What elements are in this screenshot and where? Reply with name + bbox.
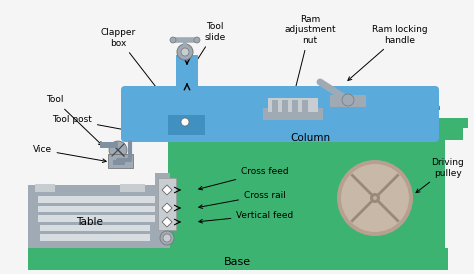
Bar [272, 100, 278, 112]
Text: Cross feed: Cross feed [199, 167, 289, 190]
Circle shape [194, 37, 200, 43]
Bar [28, 185, 170, 248]
Bar [125, 130, 175, 138]
Bar [168, 120, 445, 248]
Bar [158, 178, 176, 230]
Text: Vertical feed: Vertical feed [199, 210, 293, 223]
Text: Tool
slide: Tool slide [194, 22, 226, 65]
Bar [120, 184, 145, 192]
Bar [113, 160, 125, 165]
Bar [445, 120, 463, 140]
FancyBboxPatch shape [121, 86, 439, 142]
Circle shape [341, 164, 409, 232]
Bar [28, 248, 448, 270]
Circle shape [109, 141, 127, 159]
Polygon shape [162, 203, 172, 213]
Text: Cross rail: Cross rail [199, 190, 286, 209]
Text: Vice: Vice [32, 145, 106, 162]
Polygon shape [162, 217, 172, 227]
Bar [150, 223, 160, 248]
Circle shape [337, 160, 413, 236]
Circle shape [163, 234, 171, 242]
Bar [302, 100, 308, 112]
Text: Table: Table [77, 217, 103, 227]
Text: Tool post: Tool post [52, 116, 138, 133]
Bar [292, 100, 298, 112]
Circle shape [181, 118, 189, 126]
Bar [38, 196, 160, 202]
Circle shape [177, 44, 193, 60]
Circle shape [373, 196, 377, 200]
Text: Ram locking
handle: Ram locking handle [348, 25, 428, 81]
Bar [268, 98, 318, 112]
Bar [155, 173, 170, 248]
Bar [38, 215, 160, 222]
Circle shape [170, 37, 176, 43]
Bar [38, 225, 160, 232]
Circle shape [181, 48, 189, 56]
Bar [263, 108, 323, 120]
Bar [28, 185, 170, 195]
Bar [163, 118, 468, 128]
Text: Clapper
box: Clapper box [100, 28, 178, 115]
Circle shape [370, 193, 380, 203]
Text: Tool: Tool [46, 96, 102, 145]
Bar [35, 184, 55, 192]
Bar [100, 142, 118, 148]
Bar [108, 154, 133, 168]
Bar [176, 55, 198, 120]
Polygon shape [162, 185, 172, 195]
Bar [168, 115, 205, 135]
Circle shape [160, 231, 174, 245]
Bar [330, 95, 366, 107]
Bar [130, 130, 175, 142]
Text: Column: Column [290, 133, 330, 143]
Text: Driving
pulley: Driving pulley [416, 158, 465, 193]
Text: Base: Base [223, 257, 251, 267]
Bar [282, 100, 288, 112]
Text: Ram
adjustment
nut: Ram adjustment nut [284, 15, 336, 94]
Bar [30, 223, 40, 248]
Circle shape [342, 94, 354, 106]
Text: Ram: Ram [408, 104, 440, 124]
Bar [38, 206, 160, 212]
Bar [38, 234, 160, 241]
